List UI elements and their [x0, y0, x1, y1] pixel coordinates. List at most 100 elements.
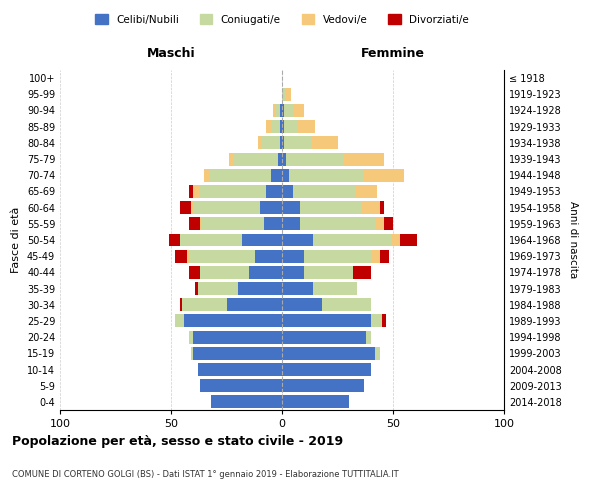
- Y-axis label: Fasce di età: Fasce di età: [11, 207, 21, 273]
- Bar: [286, 152, 344, 166]
- Text: COMUNE DI CORTENO GOLGI (BS) - Dati ISTAT 1° gennaio 2019 - Elaborazione TUTTITA: COMUNE DI CORTENO GOLGI (BS) - Dati ISTA…: [12, 470, 398, 479]
- Bar: [282, 282, 313, 295]
- Bar: [280, 104, 282, 117]
- Bar: [282, 250, 304, 262]
- Bar: [266, 185, 282, 198]
- Bar: [196, 282, 197, 295]
- Bar: [233, 152, 278, 166]
- Bar: [298, 120, 316, 133]
- Text: Popolazione per età, sesso e stato civile - 2019: Popolazione per età, sesso e stato civil…: [12, 435, 343, 448]
- Bar: [313, 234, 391, 246]
- Bar: [382, 314, 386, 328]
- Bar: [191, 347, 193, 360]
- Bar: [182, 298, 227, 311]
- Bar: [362, 201, 380, 214]
- Bar: [384, 218, 393, 230]
- Bar: [282, 298, 322, 311]
- Bar: [275, 104, 280, 117]
- Bar: [278, 152, 282, 166]
- Bar: [322, 298, 371, 311]
- Bar: [300, 201, 362, 214]
- Bar: [282, 136, 284, 149]
- Bar: [353, 266, 371, 279]
- Bar: [375, 347, 380, 360]
- Bar: [193, 330, 282, 344]
- Bar: [282, 363, 371, 376]
- Bar: [391, 234, 400, 246]
- Bar: [238, 282, 282, 295]
- Bar: [282, 104, 284, 117]
- Bar: [200, 218, 202, 230]
- Bar: [193, 347, 282, 360]
- Bar: [355, 185, 377, 198]
- Bar: [197, 363, 282, 376]
- Bar: [293, 104, 304, 117]
- Bar: [282, 330, 367, 344]
- Bar: [313, 282, 358, 295]
- Bar: [282, 88, 286, 101]
- Bar: [289, 169, 364, 181]
- Bar: [282, 314, 371, 328]
- Bar: [300, 218, 375, 230]
- Bar: [280, 136, 282, 149]
- Bar: [242, 234, 282, 246]
- Bar: [175, 314, 184, 328]
- Bar: [204, 169, 209, 181]
- Bar: [282, 169, 289, 181]
- Bar: [180, 201, 191, 214]
- Bar: [282, 218, 300, 230]
- Bar: [293, 185, 355, 198]
- Bar: [282, 347, 375, 360]
- Bar: [187, 250, 189, 262]
- Bar: [189, 218, 200, 230]
- Bar: [304, 266, 353, 279]
- Legend: Celibi/Nubili, Coniugati/e, Vedovi/e, Divorziati/e: Celibi/Nubili, Coniugati/e, Vedovi/e, Di…: [91, 10, 473, 29]
- Bar: [202, 218, 264, 230]
- Bar: [367, 330, 371, 344]
- Bar: [284, 120, 298, 133]
- Bar: [180, 298, 182, 311]
- Bar: [282, 234, 313, 246]
- Y-axis label: Anni di nascita: Anni di nascita: [568, 202, 578, 278]
- Bar: [266, 120, 271, 133]
- Bar: [189, 266, 200, 279]
- Bar: [249, 266, 282, 279]
- Bar: [371, 250, 380, 262]
- Text: Maschi: Maschi: [146, 48, 196, 60]
- Bar: [364, 169, 404, 181]
- Bar: [191, 201, 193, 214]
- Bar: [211, 396, 282, 408]
- Bar: [189, 185, 193, 198]
- Bar: [229, 152, 233, 166]
- Bar: [227, 298, 282, 311]
- Bar: [375, 218, 384, 230]
- Bar: [189, 330, 193, 344]
- Bar: [169, 234, 180, 246]
- Bar: [380, 201, 384, 214]
- Bar: [200, 266, 249, 279]
- Bar: [271, 120, 280, 133]
- Bar: [282, 152, 286, 166]
- Bar: [193, 185, 200, 198]
- Bar: [304, 250, 371, 262]
- Bar: [282, 201, 300, 214]
- Bar: [197, 282, 238, 295]
- Bar: [344, 152, 384, 166]
- Bar: [209, 169, 271, 181]
- Bar: [284, 104, 293, 117]
- Bar: [282, 396, 349, 408]
- Bar: [256, 250, 282, 262]
- Bar: [286, 88, 291, 101]
- Bar: [400, 234, 418, 246]
- Bar: [311, 136, 337, 149]
- Bar: [271, 169, 282, 181]
- Bar: [273, 104, 275, 117]
- Bar: [380, 250, 389, 262]
- Bar: [193, 201, 260, 214]
- Bar: [282, 266, 304, 279]
- Bar: [371, 314, 382, 328]
- Bar: [282, 379, 364, 392]
- Text: Femmine: Femmine: [361, 48, 425, 60]
- Bar: [282, 185, 293, 198]
- Bar: [184, 314, 282, 328]
